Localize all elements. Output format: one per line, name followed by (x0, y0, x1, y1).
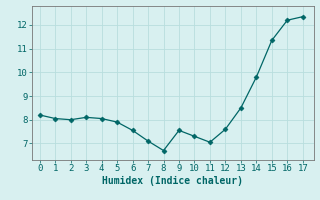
X-axis label: Humidex (Indice chaleur): Humidex (Indice chaleur) (102, 176, 243, 186)
